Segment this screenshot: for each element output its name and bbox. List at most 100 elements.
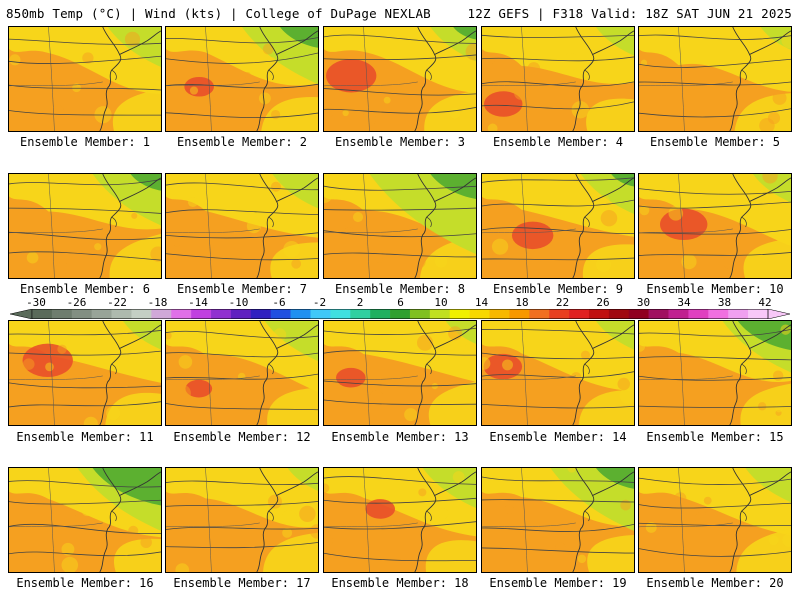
height-contour: [324, 34, 476, 44]
temperature-patch: [759, 117, 775, 131]
colorbar-tick-label: -6: [272, 296, 286, 309]
temperature-patch: [81, 505, 93, 517]
coastline: [276, 471, 318, 496]
temperature-patch: [762, 174, 778, 184]
ensemble-map-panel: [481, 320, 635, 426]
temperature-patch: [619, 387, 634, 405]
temperature-patch: [131, 212, 138, 219]
temperature-patch: [281, 510, 297, 526]
height-contour: [166, 232, 318, 239]
hot-temperature-region: [365, 499, 396, 519]
ensemble-map-panel: [481, 467, 635, 573]
ensemble-member-label: Ensemble Member: 20: [646, 576, 784, 590]
cold-temperature-region: [737, 321, 791, 351]
ensemble-map-panel: [481, 173, 635, 279]
colorbar-segment: [390, 309, 411, 319]
coastline: [749, 177, 791, 202]
ensemble-map-panel: [165, 467, 319, 573]
height-contour: [324, 476, 476, 485]
height-contour: [324, 88, 476, 96]
hot-temperature-region: [511, 221, 554, 250]
coastline: [434, 177, 476, 202]
ensemble-map-panel: [165, 26, 319, 132]
coastline: [119, 30, 161, 55]
colorbar-tick-label: 18: [515, 296, 529, 309]
temperature-patch: [695, 511, 710, 526]
colorbar-segment: [429, 309, 451, 319]
coastline: [741, 216, 747, 228]
temperature-patch: [504, 504, 514, 514]
colorbar-tick-label: -30: [26, 296, 46, 309]
height-contour: [482, 476, 634, 483]
colorbar-segment: [230, 309, 252, 319]
temperature-patch: [639, 340, 646, 352]
colorbar-tick-label: 38: [717, 296, 732, 309]
state-border: [205, 468, 212, 572]
height-contour: [482, 257, 634, 261]
colorbar-tick-label: -18: [147, 296, 168, 309]
temperature-patch: [772, 91, 787, 105]
colorbar-tick-label: -14: [188, 296, 208, 309]
temperature-patch: [246, 219, 262, 234]
ensemble-member-label: Ensemble Member: 6: [19, 282, 151, 296]
coastline: [111, 69, 117, 81]
coastline: [749, 324, 791, 349]
height-contour: [482, 227, 634, 235]
temperature-patch: [324, 186, 333, 204]
coastline: [592, 177, 634, 202]
colorbar-segment: [250, 309, 272, 319]
colorbar-segment: [151, 309, 172, 319]
mild-temperature-region: [112, 88, 161, 131]
state-border: [324, 375, 418, 381]
temperature-patch: [283, 240, 301, 258]
coastline: [276, 324, 318, 349]
ensemble-map-panel: [8, 173, 162, 279]
cool-temperature-region: [753, 174, 791, 203]
height-contour: [9, 84, 161, 91]
height-contour: [639, 522, 791, 527]
height-contour: [482, 499, 634, 503]
height-contour: [639, 188, 791, 195]
ensemble-map-panel: [638, 26, 792, 132]
temperature-patch: [527, 62, 541, 75]
coastline: [119, 177, 161, 202]
state-border: [678, 27, 685, 131]
coastline: [434, 324, 476, 349]
height-contour: [9, 523, 161, 534]
temperature-patch: [600, 209, 618, 227]
temperature-patch: [166, 332, 172, 340]
height-contour: [324, 252, 476, 258]
height-contour: [639, 229, 791, 235]
mild-temperature-region: [105, 392, 161, 425]
temperature-patch: [222, 401, 231, 410]
ensemble-member-label: Ensemble Member: 12: [173, 430, 311, 444]
hot-temperature-region: [185, 379, 213, 398]
height-contour: [9, 38, 161, 45]
temperature-patch: [375, 256, 383, 263]
ensemble-map-panel: [8, 26, 162, 132]
height-contour: [166, 330, 318, 339]
state-border: [639, 228, 733, 234]
state-border: [482, 375, 576, 381]
height-contour: [324, 497, 476, 504]
coastline: [584, 510, 590, 522]
mild-temperature-region: [324, 468, 476, 537]
coastline: [434, 30, 476, 55]
temperature-patch: [83, 416, 98, 425]
temperature-patch: [299, 505, 316, 523]
colorbar-tick-label: 42: [758, 296, 772, 309]
cold-temperature-region: [430, 174, 476, 199]
colorbar-segment: [588, 309, 610, 319]
height-contour: [482, 328, 634, 335]
colorbar-segment: [569, 309, 590, 319]
temperature-patch: [150, 246, 161, 262]
mild-temperature-region: [482, 321, 634, 392]
cool-temperature-region: [123, 321, 161, 350]
state-border: [166, 81, 260, 87]
colorbar-min-arrow: [10, 309, 33, 319]
temperature-patch: [69, 514, 78, 522]
ensemble-member-label: Ensemble Member: 14: [489, 430, 627, 444]
height-contour: [324, 327, 476, 336]
mild-temperature-region: [324, 27, 476, 93]
colorbar-segment: [290, 309, 311, 319]
